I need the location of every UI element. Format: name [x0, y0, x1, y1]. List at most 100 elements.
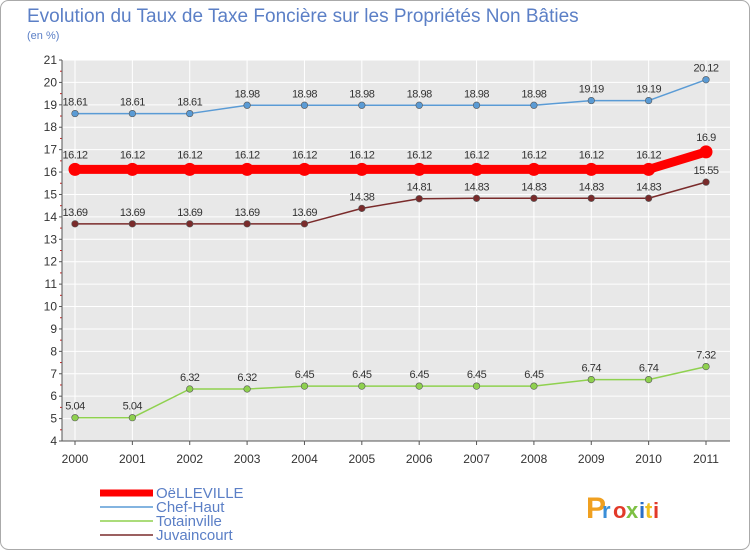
- data-point: [472, 194, 481, 202]
- legend-item: OëLLEVILLE: [100, 485, 244, 502]
- chart-subtitle: (en %): [27, 30, 59, 42]
- data-label: 5.04: [65, 401, 85, 413]
- data-label: 6.32: [237, 372, 257, 384]
- data-label: 16.12: [177, 149, 202, 161]
- data-point: [587, 194, 595, 202]
- y-tick-label: 17: [44, 143, 58, 157]
- series-line: [70, 147, 711, 174]
- data-point: [530, 101, 538, 109]
- y-tick-label: 6: [50, 389, 57, 403]
- y-tick-label: 13: [44, 232, 58, 246]
- logo-letter: t: [645, 498, 653, 523]
- data-label: 18.61: [177, 97, 202, 109]
- data-point: [645, 194, 653, 202]
- data-label: 16.12: [636, 149, 661, 161]
- data-label: 6.45: [409, 369, 429, 381]
- data-label: 16.12: [579, 149, 604, 161]
- data-point: [128, 220, 136, 228]
- legend-label: OëLLEVILLE: [156, 485, 244, 502]
- plot-area: [62, 60, 730, 441]
- data-label: 18.98: [349, 88, 374, 100]
- data-point: [243, 385, 251, 393]
- data-point: [183, 162, 197, 176]
- data-point: [470, 162, 484, 176]
- data-point: [527, 162, 541, 176]
- data-label: 18.61: [120, 97, 145, 109]
- data-point: [128, 414, 136, 422]
- x-tick-label: 2006: [406, 452, 433, 466]
- data-label: 6.45: [295, 369, 315, 381]
- data-labels: 18.61 18.61 18.61 18.98 18.98 18.98 18.98 18.98…: [62, 63, 719, 413]
- y-tick-label: 20: [44, 75, 58, 89]
- data-point: [128, 109, 136, 118]
- data-label: 18.98: [292, 88, 317, 100]
- data-label: 13.69: [120, 207, 145, 219]
- y-tick-label: 18: [44, 120, 58, 134]
- series-line: [74, 365, 707, 419]
- data-label: 6.45: [352, 369, 372, 381]
- data-label: 14.83: [579, 181, 604, 193]
- data-label: 16.12: [235, 149, 260, 161]
- data-label: 16.12: [292, 149, 317, 161]
- data-point: [702, 178, 710, 186]
- data-point: [186, 109, 194, 118]
- x-tick-label: 2004: [291, 452, 318, 466]
- data-point: [300, 220, 309, 228]
- data-label: 14.38: [349, 191, 374, 203]
- data-point: [645, 375, 653, 384]
- data-label: 16.12: [464, 149, 489, 161]
- series-o-lleville: [68, 145, 713, 176]
- data-label: 6.74: [639, 363, 659, 375]
- data-label: 16.12: [521, 149, 546, 161]
- proxiti-logo: Pr o x i t i: [586, 492, 659, 525]
- data-label: 7.32: [696, 350, 716, 362]
- series-totainville: [71, 362, 710, 422]
- data-label: 14.83: [521, 181, 546, 193]
- logo-letter: o: [613, 498, 626, 523]
- y-tick-label: 9: [50, 322, 57, 336]
- data-point: [186, 220, 194, 228]
- data-label: 6.74: [582, 363, 602, 375]
- x-tick-label: 2007: [463, 452, 490, 466]
- legend-item: Chef-Haut: [100, 499, 225, 516]
- data-label: 19.19: [636, 84, 661, 96]
- data-label: 18.98: [235, 88, 260, 100]
- x-tick-label: 2003: [234, 452, 261, 466]
- data-label: 13.69: [177, 207, 202, 219]
- legend-item: Totainville: [100, 513, 222, 530]
- y-tick-label: 10: [44, 300, 58, 314]
- data-label: 13.69: [292, 207, 317, 219]
- data-point: [587, 96, 595, 105]
- legend-item: Juvaincourt: [100, 527, 234, 544]
- y-tick-label: 15: [44, 187, 58, 201]
- y-tick-label: 14: [44, 210, 58, 224]
- axes: 4 5 6 7 8 9 10 11 12 13 14 15 16 17 18 19 20 21 2000 2001 20…: [44, 53, 730, 466]
- data-label: 18.98: [464, 88, 489, 100]
- data-label: 6.45: [467, 369, 487, 381]
- data-label: 18.61: [62, 97, 87, 109]
- data-label: 15.55: [693, 165, 718, 177]
- data-point: [584, 162, 598, 176]
- x-tick-label: 2002: [176, 452, 203, 466]
- legend-label: Chef-Haut: [156, 499, 225, 516]
- data-point: [71, 109, 79, 118]
- series-chef-haut: [71, 76, 710, 118]
- data-point: [358, 382, 366, 390]
- data-point: [530, 382, 538, 390]
- x-tick-label: 2010: [635, 452, 662, 466]
- legend-label: Totainville: [156, 513, 222, 530]
- data-label: 14.81: [407, 182, 432, 194]
- data-point: [71, 220, 79, 228]
- data-label: 18.98: [407, 88, 432, 100]
- data-label: 13.69: [62, 207, 87, 219]
- series-juvaincourt: [71, 178, 710, 228]
- data-point: [472, 101, 481, 109]
- data-point: [472, 382, 481, 390]
- y-tick-label: 11: [45, 277, 58, 291]
- data-point: [415, 195, 423, 203]
- logo-letter: i: [639, 498, 645, 523]
- data-point: [358, 101, 366, 109]
- data-point: [415, 101, 423, 109]
- data-point: [68, 162, 82, 176]
- logo-letter: x: [626, 498, 639, 523]
